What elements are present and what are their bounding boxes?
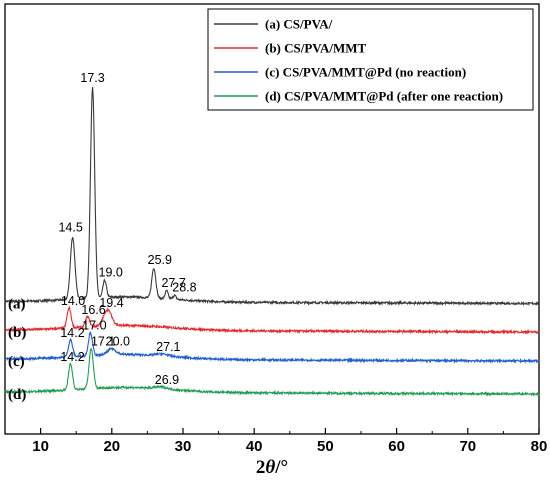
curves-layer [4,86,540,397]
x-tick-label-70: 70 [459,438,476,455]
plot-frame [4,3,540,435]
curve-labels-layer: (a) (b) (c) (d) [8,297,26,404]
peak-label-a-0: 14.5 [58,220,82,234]
peak-labels-layer: 14.5 17.3 19.0 25.9 27.728.8 14.016.619.4 14.2… [58,71,196,387]
x-tick-label-50: 50 [317,438,334,455]
series-line-d [4,347,540,397]
x-axis-label-prefix: 2 [256,457,266,478]
legend-entry-d: (d) CS/PVA/MMT@Pd (after one reaction) [265,89,503,104]
peak-label-d-0: 14.2 [60,350,84,364]
legend-box [207,8,534,111]
x-tick-label-10: 10 [32,438,49,455]
peak-label-a-4: 27.7 [161,276,185,290]
peak-label-d-2: 26.9 [155,373,179,387]
legend-entry-a: (a) CS/PVA/ [265,17,333,32]
peak-label-b-1: 16.6 [81,303,105,317]
peak-label-d-1: 17.1 [91,335,115,349]
peak-label-a-1: 17.3 [80,71,104,85]
legend-entry-c: (c) CS/PVA/MMT@Pd (no reaction) [265,65,466,80]
series-line-c [4,331,540,365]
x-axis-label-theta: θ [265,457,275,478]
x-axis-label: 2θ/° [256,457,288,478]
peak-label-a-5: 28.8 [172,280,196,294]
curve-label-a: (a) [8,297,26,313]
peak-label-a-2: 19.0 [99,265,123,279]
curve-label-d: (d) [8,387,26,403]
series-line-b [4,305,540,335]
x-tick-label-20: 20 [103,438,120,455]
curve-label-b: (b) [8,325,26,341]
peak-label-b-2: 19.4 [99,296,123,310]
x-axis-label-unit: /° [274,457,288,478]
peak-label-c-0: 14.2 [60,326,84,340]
peak-label-c-1: 17.0 [82,319,106,333]
x-tick-label-60: 60 [388,438,405,455]
legend: (a) CS/PVA/ (b) CS/PVA/MMT (c) CS/PVA/MMT@… [207,8,534,111]
x-tick-label-30: 30 [175,438,192,455]
x-tick-label-40: 40 [246,438,263,455]
series-line-a [4,86,540,307]
curve-label-c: (c) [8,354,25,370]
peak-label-c-2: 20.0 [106,335,130,349]
x-ticks-layer: 10 20 30 40 50 60 70 80 [4,428,548,455]
peak-label-c-3: 27.1 [156,340,180,354]
peak-label-b-0: 14.0 [61,294,85,308]
peak-label-a-3: 25.9 [148,253,172,267]
legend-entry-b: (b) CS/PVA/MMT [265,41,367,56]
x-tick-label-80: 80 [531,438,548,455]
